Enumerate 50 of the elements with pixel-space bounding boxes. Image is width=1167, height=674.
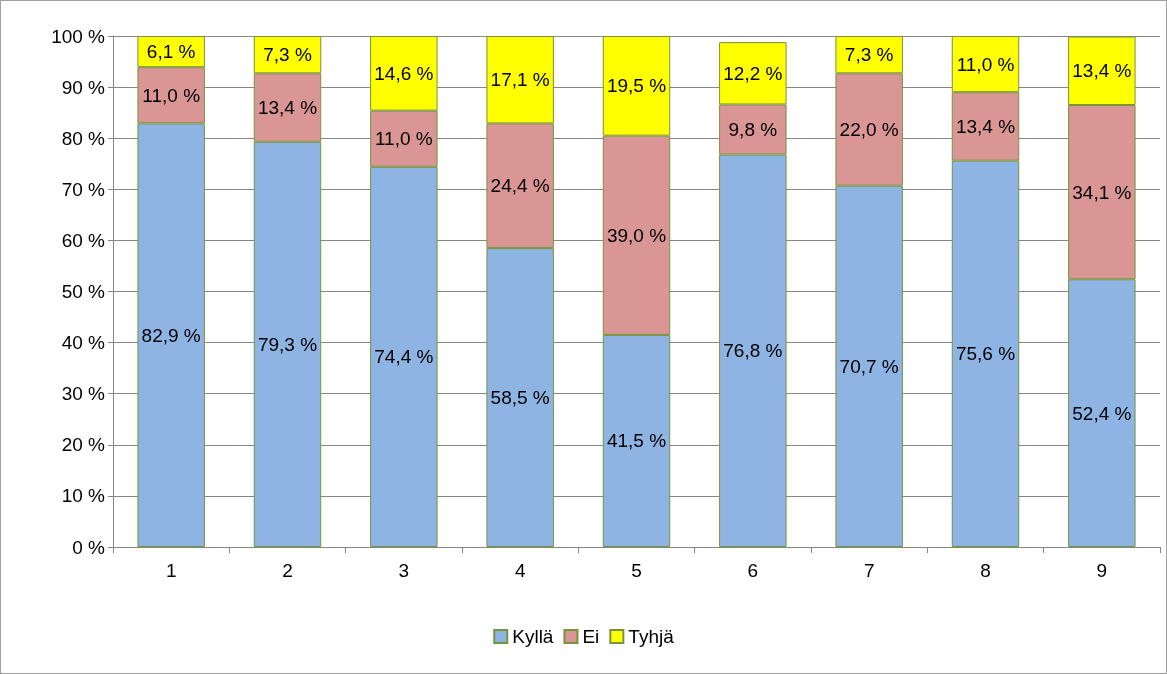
data-label: 76,8 %	[723, 340, 783, 362]
data-label: 39,0 %	[606, 224, 667, 246]
data-label: 7,3 %	[844, 44, 894, 66]
x-tick-label: 6	[747, 560, 759, 581]
legend-label: Tyhjä	[628, 626, 675, 647]
y-tick-label: 40 %	[61, 332, 106, 354]
x-tick-label: 1	[165, 560, 177, 581]
data-label: 41,5 %	[606, 430, 667, 452]
legend-label: Kyllä	[512, 626, 554, 647]
data-label: 22,0 %	[839, 119, 899, 141]
data-label: 11,0 %	[956, 53, 1015, 75]
data-label: 11,0 %	[142, 84, 201, 106]
data-label: 58,5 %	[490, 387, 550, 409]
data-label: 52,4 %	[1072, 402, 1132, 424]
data-label: 13,4 %	[955, 115, 1016, 137]
y-tick-label: 30 %	[61, 383, 106, 405]
x-tick-label: 2	[282, 560, 293, 581]
data-label: 17,1 %	[490, 69, 550, 91]
legend-label: Ei	[582, 626, 600, 647]
y-tick-label: 100 %	[51, 25, 106, 47]
data-label: 13,4 %	[1072, 60, 1132, 82]
data-label: 19,5 %	[606, 75, 667, 97]
x-tick-label: 5	[631, 560, 642, 581]
x-tick-label: 8	[980, 560, 991, 581]
x-tick-label: 7	[863, 560, 875, 581]
y-tick-label: 20 %	[61, 434, 106, 456]
data-label: 7,3 %	[263, 44, 312, 66]
y-tick-label: 10 %	[61, 485, 106, 507]
data-label: 6,1 %	[146, 41, 196, 63]
data-label: 13,4 %	[257, 97, 318, 119]
data-label: 82,9 %	[141, 324, 201, 346]
data-label: 74,4 %	[374, 346, 434, 368]
y-tick-label: 70 %	[61, 178, 106, 200]
y-tick-label: 90 %	[61, 76, 106, 98]
x-tick-label: 3	[398, 560, 410, 581]
data-label: 70,7 %	[839, 355, 899, 377]
x-tick-label: 4	[514, 560, 526, 581]
y-tick-label: 50 %	[61, 281, 106, 302]
data-label: 75,6 %	[955, 343, 1016, 365]
data-label: 24,4 %	[490, 175, 550, 197]
y-tick-label: 60 %	[61, 229, 106, 251]
y-tick-label: 80 %	[61, 127, 106, 149]
data-label: 11,0 %	[374, 128, 433, 150]
data-label: 34,1 %	[1072, 181, 1132, 203]
data-label: 12,2 %	[723, 62, 783, 84]
data-label: 14,6 %	[374, 62, 434, 84]
x-tick-label: 9	[1096, 560, 1108, 581]
y-tick-label: 0 %	[72, 536, 106, 558]
data-label: 79,3 %	[257, 333, 318, 355]
data-label: 9,8 %	[728, 119, 778, 141]
